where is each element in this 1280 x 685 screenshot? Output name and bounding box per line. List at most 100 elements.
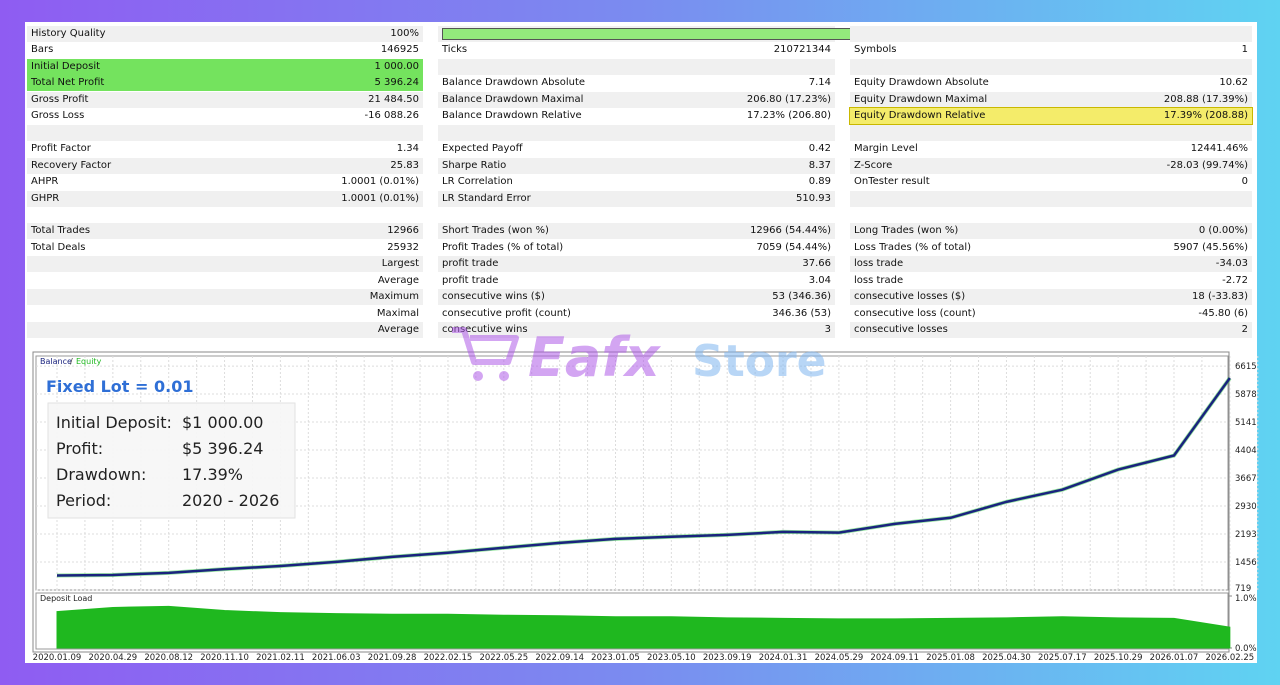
- stat-value: 1: [1241, 44, 1248, 56]
- report-cell-group: Margin Level 12441.46%: [850, 141, 1252, 157]
- stat-value: 1 000.00: [374, 60, 419, 72]
- stat-value: Average: [377, 324, 419, 336]
- stat-value: -2.72: [1222, 274, 1248, 286]
- overlay-label: Drawdown:: [56, 465, 146, 484]
- stat-value: 53 (346.36): [772, 291, 831, 303]
- report-cell-group: consecutive profit (count) 346.36 (53): [438, 306, 835, 322]
- x-tick-label: 2021.06.03: [312, 653, 361, 663]
- report-cell-group: AHPR 1.0001 (0.01%): [27, 174, 423, 190]
- stat-value: 18 (-33.83): [1192, 291, 1248, 303]
- stat-label: profit trade: [442, 258, 499, 270]
- stat-label: LR Correlation: [442, 176, 513, 188]
- stat-label: consecutive wins ($): [442, 291, 545, 303]
- deposit-load-area: [56, 605, 1231, 649]
- report-cell-group: [850, 124, 1252, 141]
- report-cell-group: Balance Drawdown Relative 17.23% (206.80): [438, 108, 835, 124]
- stat-label: Ticks: [442, 44, 468, 56]
- stat-value: -34.03: [1215, 258, 1248, 270]
- report-row: Total Deals 25932 Profit Trades (% of tota…: [25, 240, 1257, 256]
- report-row: Maximum consecutive wins ($) 53 (346.36) co…: [25, 289, 1257, 306]
- overlay-value: 2020 - 2026: [182, 491, 279, 510]
- stat-label: Total Deals: [31, 241, 86, 253]
- x-tick-label: 2023.09.19: [703, 653, 752, 663]
- report-cell-group: Bars 146925: [27, 42, 423, 58]
- stat-value: 208.88 (17.39%): [1163, 93, 1248, 105]
- stat-value: Maximal: [376, 307, 419, 319]
- x-tick-label: 2026.02.25: [1206, 653, 1255, 663]
- report-row: GHPR 1.0001 (0.01%) LR Standard Error 510.9…: [25, 190, 1257, 207]
- x-tick-label: 2026.01.07: [1150, 653, 1199, 663]
- report-cell-group: consecutive losses ($) 18 (-33.83): [850, 289, 1252, 306]
- y-tick-label: 4404: [1235, 446, 1257, 456]
- stat-value: 8.37: [808, 159, 831, 171]
- y-tick-label: 719: [1235, 584, 1251, 594]
- stat-value: 0 (0.00%): [1198, 225, 1248, 237]
- marks: [56, 376, 1232, 649]
- y-tick-label: 3667: [1235, 474, 1257, 484]
- y-tick-label: 5141: [1235, 418, 1257, 428]
- stat-label: OnTester result: [854, 176, 930, 188]
- stat-value: Average: [377, 274, 419, 286]
- cart-icon: [452, 327, 519, 365]
- report-row: History Quality 100%: [25, 26, 1257, 42]
- y-tick-label: 1.0%: [1235, 594, 1257, 604]
- y-tick-label: 0.0%: [1235, 644, 1257, 654]
- report-cell-group: consecutive wins ($) 53 (346.36): [438, 289, 835, 306]
- legend-equity: Equity: [76, 357, 102, 366]
- stat-label: loss trade: [854, 258, 904, 270]
- stat-label: Loss Trades (% of total): [854, 241, 972, 253]
- overlay-label: Period:: [56, 491, 111, 510]
- report-cell-group: [850, 190, 1252, 207]
- stat-label: Total Trades: [31, 225, 91, 237]
- stat-value: Largest: [381, 258, 419, 270]
- stat-label: Balance Drawdown Absolute: [442, 77, 586, 89]
- report-row: Maximal consecutive profit (count) 346.36 …: [25, 306, 1257, 322]
- stat-label: AHPR: [31, 176, 59, 188]
- y-tick-label: 5878: [1235, 390, 1257, 400]
- stat-label: loss trade: [854, 274, 904, 286]
- stat-value: 1.34: [396, 143, 419, 155]
- report-cell-group: Z-Score -28.03 (99.74%): [850, 157, 1252, 174]
- report-cell-group: Profit Trades (% of total) 7059 (54.44%): [438, 240, 835, 256]
- report-cell-group: LR Correlation 0.89: [438, 174, 835, 190]
- stat-value: -16 088.26: [364, 110, 419, 122]
- stat-value: 100%: [390, 28, 419, 39]
- overlay-title: Fixed Lot = 0.01: [46, 377, 193, 396]
- balance-line: [56, 377, 1231, 577]
- stat-value: 0: [1241, 176, 1248, 188]
- report-row: Total Net Profit 5 396.24 Balance Drawdown…: [25, 75, 1257, 92]
- x-tick-label: 2025.04.30: [982, 653, 1031, 663]
- overlay-value: $5 396.24: [182, 439, 263, 458]
- report-cell-group: [438, 58, 835, 75]
- stat-value: 3: [824, 324, 831, 336]
- stat-label: Bars: [31, 44, 54, 56]
- stat-label: GHPR: [31, 192, 60, 204]
- stat-value: 25.83: [390, 159, 419, 171]
- x-tick-label: 2025.10.29: [1094, 653, 1143, 663]
- report-cell-group: LR Standard Error 510.93: [438, 190, 835, 207]
- stat-label: consecutive losses: [854, 324, 948, 336]
- report-cell-group: Gross Profit 21 484.50: [27, 91, 423, 108]
- report-row: Gross Loss -16 088.26 Balance Drawdown Rel…: [25, 107, 1257, 126]
- report-row: AHPR 1.0001 (0.01%) LR Correlation 0.89 OnTe…: [25, 174, 1257, 190]
- report-cell-group: Balance Drawdown Absolute 7.14: [438, 75, 835, 91]
- stat-label: consecutive losses ($): [854, 291, 966, 303]
- overlay-label: Initial Deposit:: [56, 413, 172, 432]
- stat-label: Equity Drawdown Maximal: [854, 93, 988, 105]
- stat-label: Long Trades (won %): [854, 225, 959, 237]
- stat-label: Initial Deposit: [31, 60, 101, 72]
- report-cell-group: Total Deals 25932: [27, 240, 423, 256]
- stat-value: 210721344: [773, 44, 831, 56]
- legend-balance: Balance: [40, 357, 72, 366]
- report-cell-group: profit trade 3.04: [438, 273, 835, 289]
- stat-value: -28.03 (99.74%): [1166, 159, 1248, 171]
- stat-value: 7059 (54.44%): [756, 241, 831, 253]
- stat-label: Profit Factor: [31, 143, 91, 155]
- x-tick-label: 2024.01.31: [759, 653, 808, 663]
- stat-value: 1.0001 (0.01%): [341, 192, 419, 204]
- report-row: Total Trades 12966 Short Trades (won %) 129…: [25, 223, 1257, 240]
- report-cell-group: Total Net Profit 5 396.24: [27, 75, 423, 92]
- stat-label: Symbols: [854, 44, 897, 56]
- report-cell-group: [850, 26, 1252, 42]
- report-cell-group: GHPR 1.0001 (0.01%): [27, 190, 423, 207]
